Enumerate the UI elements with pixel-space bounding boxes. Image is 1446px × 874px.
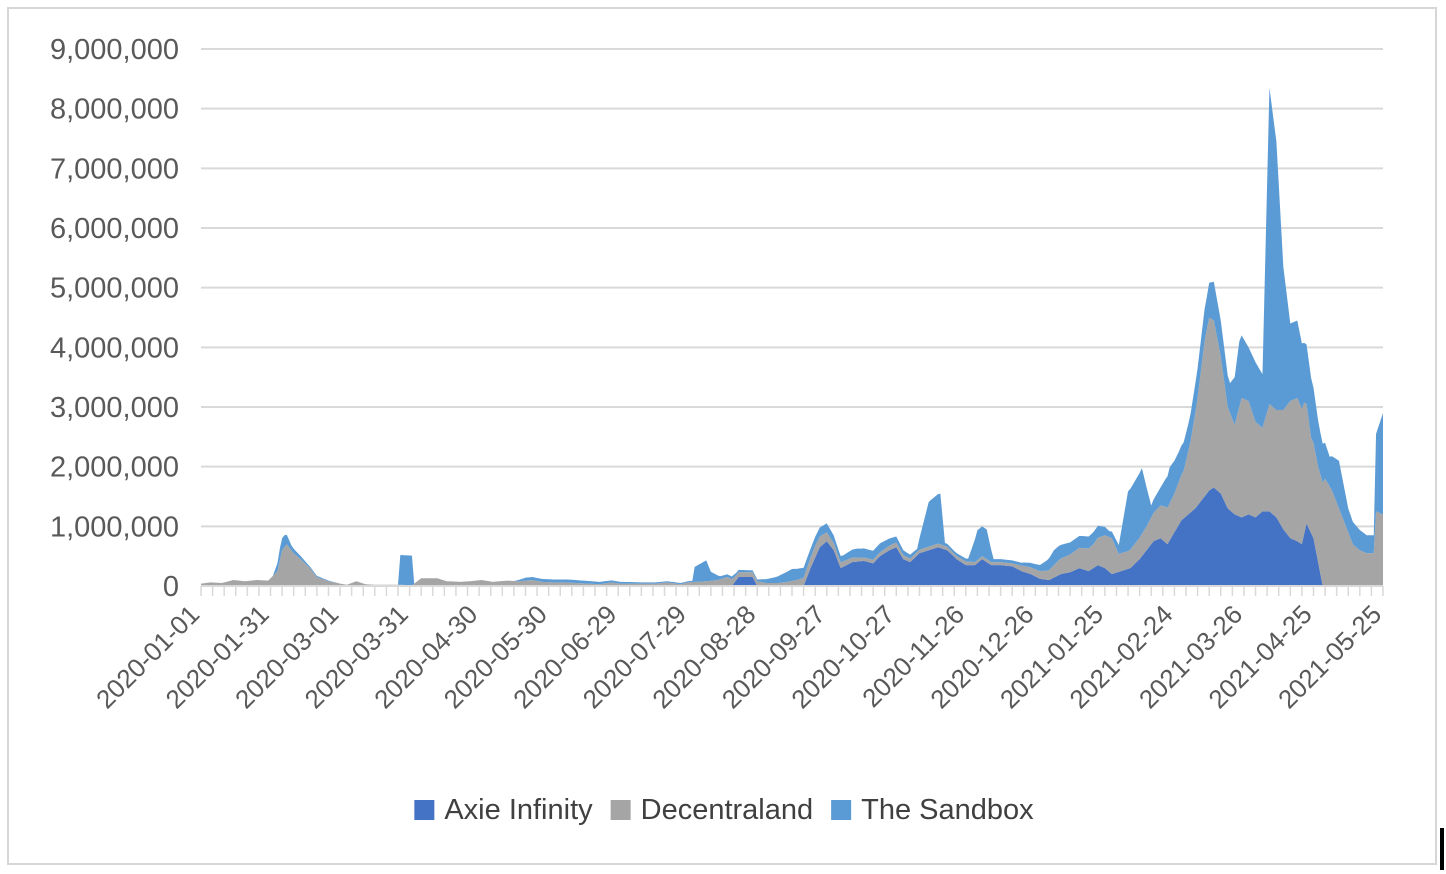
y-tick-label: 7,000,000 xyxy=(50,153,179,185)
x-axis xyxy=(200,585,1384,596)
y-tick-label: 1,000,000 xyxy=(50,511,179,543)
y-tick-label: 3,000,000 xyxy=(50,392,179,424)
y-tick-label: 8,000,000 xyxy=(50,94,179,126)
series-area-axie xyxy=(201,487,1383,586)
x-axis-labels: 2020-01-012020-01-312020-03-012020-03-31… xyxy=(90,599,1387,714)
y-tick-label: 4,000,000 xyxy=(50,332,179,364)
legend-swatch-sandbox xyxy=(831,800,852,820)
legend-label-axie: Axie Infinity xyxy=(444,794,593,826)
grid-lines xyxy=(201,48,1383,528)
legend-swatch-decentraland xyxy=(610,800,631,820)
legend-label-sandbox: The Sandbox xyxy=(861,794,1034,826)
y-tick-label: 9,000,000 xyxy=(50,34,179,66)
y-tick-label: 6,000,000 xyxy=(50,213,179,245)
stacked-area-chart: 0 1,000,000 2,000,000 3,000,000 4,000,000 5,0… xyxy=(50,34,1387,826)
text-cursor-mark xyxy=(1440,828,1444,870)
y-axis-labels: 0 1,000,000 2,000,000 3,000,000 4,000,000 5,0… xyxy=(50,34,179,603)
legend: Axie Infinity Decentraland The Sandbox xyxy=(414,794,1034,826)
y-tick-label: 2,000,000 xyxy=(50,452,179,484)
legend-label-decentraland: Decentraland xyxy=(641,794,814,826)
y-tick-label: 5,000,000 xyxy=(50,273,179,305)
area-series-layer xyxy=(201,87,1383,586)
y-tick-label: 0 xyxy=(163,571,179,603)
legend-swatch-axie xyxy=(414,800,435,820)
chart-frame: 0 1,000,000 2,000,000 3,000,000 4,000,000 5,0… xyxy=(7,7,1437,865)
